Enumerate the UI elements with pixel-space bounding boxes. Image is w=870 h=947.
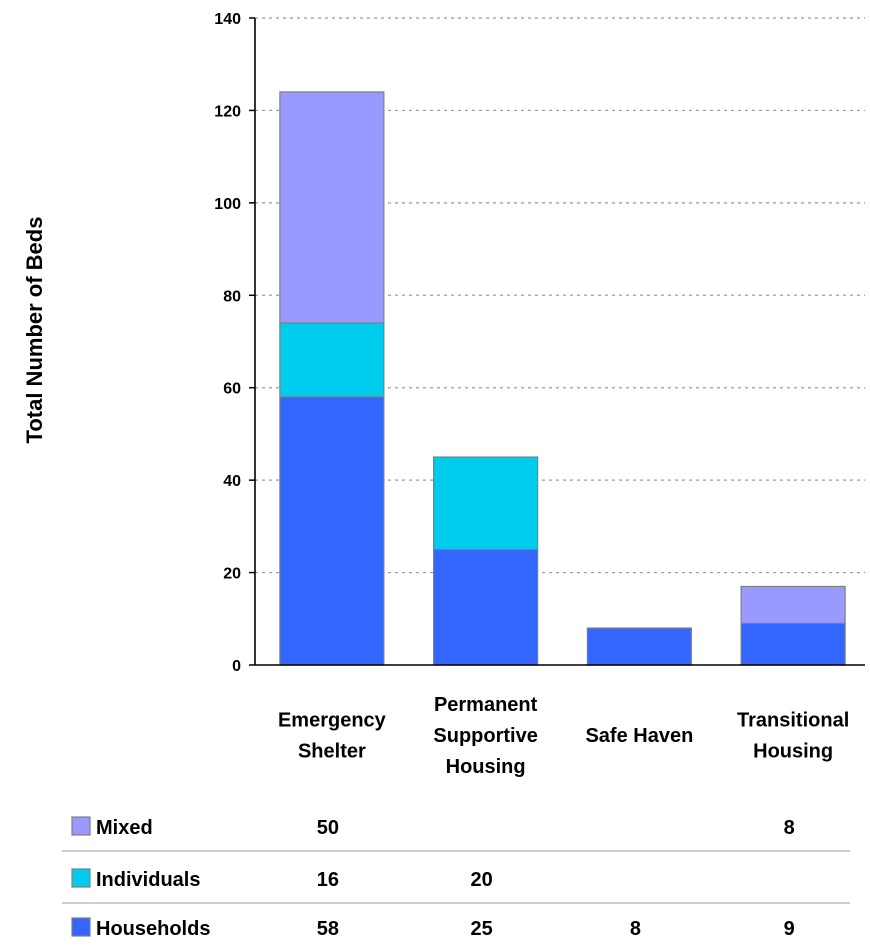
y-tick-label-40: 40 (223, 473, 241, 490)
bar-individuals-emergency-shelter (279, 322, 385, 398)
data-table: Mixed 50 8 Individuals 16 20 Households 58 25 8 9 (62, 816, 850, 940)
table-value-households-3: 9 (784, 918, 795, 940)
y-tick-label-140: 140 (214, 11, 241, 28)
y-tick-label-80: 80 (223, 288, 241, 305)
category-labels: Emergency Shelter Permanent Supportive Housi… (278, 694, 849, 778)
legend-label-households: Households (96, 918, 210, 940)
legend-swatch-households (71, 917, 91, 937)
table-value-mixed-3: 8 (784, 817, 795, 839)
y-tick-label-0: 0 (232, 658, 241, 675)
y-tick-label-100: 100 (214, 196, 241, 213)
axes (254, 18, 865, 666)
bar-households-permanent-supportive-housing (433, 548, 539, 666)
category-label-transitional-housing: Transitional Housing (737, 710, 849, 763)
table-value-households-2: 8 (630, 918, 641, 940)
table-value-households-0: 58 (317, 918, 339, 940)
bar-mixed-emergency-shelter (279, 91, 385, 324)
table-value-households-1: 25 (471, 918, 493, 940)
category-label-permanent-supportive-housing: Permanent Supportive Housing (433, 694, 537, 778)
bar-households-safe-haven (586, 627, 692, 666)
legend-swatch-mixed (71, 816, 91, 836)
table-value-mixed-0: 50 (317, 817, 339, 839)
legend-swatch-individuals (71, 868, 91, 888)
bar-individuals-permanent-supportive-housing (433, 456, 539, 551)
bar-households-transitional-housing (740, 622, 846, 666)
table-value-individuals-0: 16 (317, 869, 339, 891)
y-tick-label-20: 20 (223, 566, 241, 583)
y-axis-ticks: 0 20 40 60 80 100 120 140 (214, 11, 255, 675)
y-axis-label: Total Number of Beds (22, 217, 47, 444)
bar-mixed-transitional-housing (740, 585, 846, 625)
table-value-individuals-1: 20 (471, 869, 493, 891)
bar-households-emergency-shelter (279, 396, 385, 666)
bars (279, 91, 846, 666)
category-label-safe-haven: Safe Haven (585, 725, 693, 747)
category-label-emergency-shelter: Emergency Shelter (278, 710, 387, 763)
y-tick-label-120: 120 (214, 103, 241, 120)
legend-label-individuals: Individuals (96, 869, 200, 891)
legend-label-mixed: Mixed (96, 817, 153, 839)
y-tick-label-60: 60 (223, 381, 241, 398)
